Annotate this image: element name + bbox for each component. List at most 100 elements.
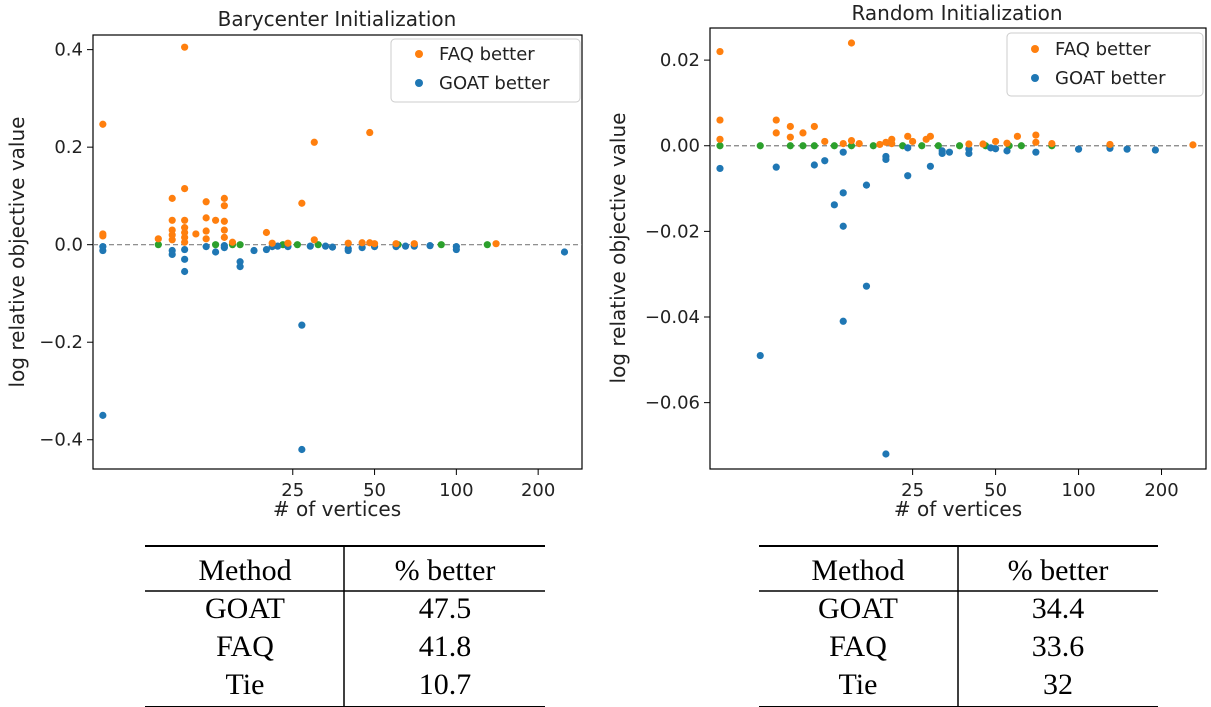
legend-marker-goat xyxy=(1031,74,1039,82)
tie-point xyxy=(830,142,838,150)
y-tick-label: 0.0 xyxy=(54,235,83,256)
y-tick-label: −0.4 xyxy=(39,430,83,451)
y-tick-label: −0.04 xyxy=(645,307,700,328)
faq-better-point xyxy=(716,116,724,124)
y-axis-label: log relative objective value xyxy=(606,113,630,384)
tie-point xyxy=(869,142,877,150)
goat-better-point xyxy=(306,242,314,250)
faq-better-point xyxy=(1048,140,1056,148)
goat-better-point xyxy=(945,148,954,156)
x-tick-label: 200 xyxy=(521,480,555,501)
table-cell-value: 32 xyxy=(1043,668,1073,701)
y-tick-label: 0.02 xyxy=(660,50,700,71)
faq-better-point xyxy=(310,138,318,146)
faq-better-point xyxy=(99,232,107,240)
faq-better-point xyxy=(1013,132,1022,140)
table-cell-method: FAQ xyxy=(829,630,887,663)
tie-point xyxy=(154,241,162,249)
tie-point xyxy=(786,142,794,150)
faq-better-point xyxy=(716,47,724,56)
faq-better-point xyxy=(847,137,856,145)
faq-better-point xyxy=(228,238,237,246)
faq-better-point xyxy=(786,133,794,141)
table-cell-method: Tie xyxy=(839,668,878,701)
goat-better-point xyxy=(181,267,189,276)
x-axis-label: # of vertices xyxy=(273,497,401,521)
goat-better-point xyxy=(328,243,337,251)
faq-better-point xyxy=(192,230,200,238)
goat-better-point xyxy=(1123,145,1131,153)
x-tick-label: 50 xyxy=(984,480,1007,501)
faq-better-point xyxy=(799,129,807,137)
results-table-random: Method % better GOAT 34.4 FAQ 33.6 Tie 3… xyxy=(759,545,1158,707)
table-cell-value: 34.4 xyxy=(1032,592,1085,625)
y-axis-label: log relative objective value xyxy=(5,117,29,388)
tie-point xyxy=(934,142,942,150)
faq-better-point xyxy=(410,240,418,248)
x-tick-label: 25 xyxy=(281,480,304,501)
faq-better-point xyxy=(991,137,1000,146)
faq-better-point xyxy=(168,194,176,202)
faq-better-point xyxy=(909,137,917,146)
chart-title: Barycenter Initialization xyxy=(218,7,457,31)
faq-better-point xyxy=(1106,140,1114,149)
table-cell-value: 33.6 xyxy=(1032,630,1085,663)
goat-better-point xyxy=(1032,148,1040,156)
faq-better-point xyxy=(344,239,352,247)
faq-better-point xyxy=(284,239,292,247)
y-tick-label: −0.2 xyxy=(39,332,83,353)
tie-point xyxy=(437,241,445,249)
goat-better-point xyxy=(202,243,210,251)
table-cell-value: 10.7 xyxy=(419,668,472,701)
faq-better-point xyxy=(979,140,987,148)
goat-better-point xyxy=(181,245,189,254)
legend-label-faq: FAQ better xyxy=(1055,39,1151,60)
goat-better-point xyxy=(298,321,306,329)
goat-better-point xyxy=(991,145,1000,153)
legend: FAQ better GOAT better xyxy=(1006,32,1204,97)
goat-better-point xyxy=(220,242,228,250)
faq-better-point xyxy=(821,137,829,146)
goat-better-point xyxy=(830,201,838,209)
goat-better-point xyxy=(344,246,352,255)
y-tick-label: −0.02 xyxy=(645,221,700,242)
goat-better-point xyxy=(168,250,176,259)
tie-point xyxy=(918,142,926,150)
legend-label-goat: GOAT better xyxy=(439,73,550,94)
goat-better-point xyxy=(839,148,847,156)
goat-better-point xyxy=(1151,146,1159,154)
scatter-points xyxy=(99,43,569,454)
faq-better-point xyxy=(366,128,374,137)
faq-better-point xyxy=(211,216,220,224)
faq-better-point xyxy=(202,227,210,235)
faq-better-point xyxy=(876,140,884,149)
tie-point xyxy=(810,142,818,150)
x-tick-label: 100 xyxy=(1061,480,1095,501)
tie-point xyxy=(314,241,322,249)
goat-better-point xyxy=(560,248,569,256)
faq-better-point xyxy=(220,194,228,202)
goat-better-point xyxy=(298,445,306,454)
legend-marker-goat xyxy=(415,79,423,87)
plot-frame xyxy=(709,27,1207,470)
tie-point xyxy=(293,241,301,249)
faq-better-point xyxy=(1003,139,1011,147)
goat-better-point xyxy=(99,243,107,251)
chart-title: Random Initialization xyxy=(851,1,1062,25)
tie-point xyxy=(716,142,724,150)
goat-better-point xyxy=(965,145,973,153)
goat-better-point xyxy=(1003,147,1011,155)
chart-barycenter: Barycenter Initialization −0.4 −0.2 0.0 0.2… xyxy=(5,7,583,521)
faq-better-point xyxy=(772,129,780,137)
goat-better-point xyxy=(262,245,271,254)
tie-point xyxy=(756,142,764,150)
faq-better-point xyxy=(492,240,500,248)
goat-better-point xyxy=(452,245,460,254)
x-tick-label: 200 xyxy=(1144,480,1178,501)
y-tick-label: −0.06 xyxy=(645,393,700,414)
faq-better-point xyxy=(220,217,228,225)
table-cell-value: 41.8 xyxy=(419,630,472,663)
y-tick-label: 0.4 xyxy=(54,40,83,61)
goat-better-point xyxy=(99,411,107,419)
legend-box xyxy=(1006,32,1204,97)
